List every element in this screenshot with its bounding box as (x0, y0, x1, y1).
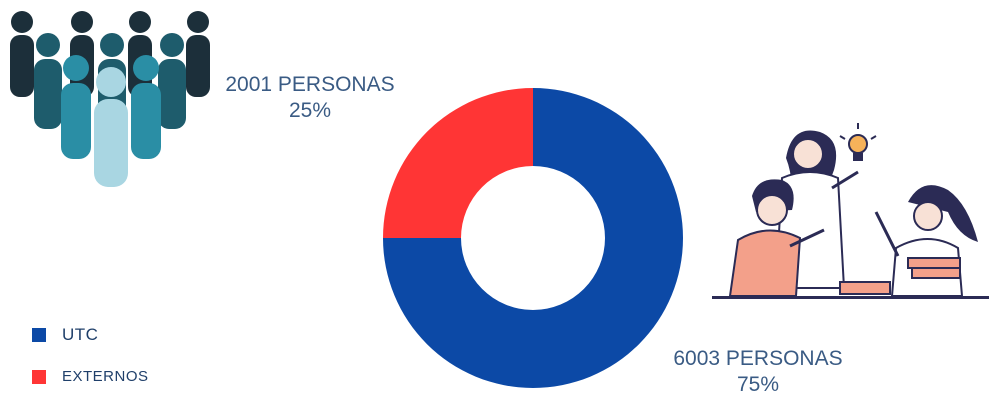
donut-chart (383, 88, 683, 388)
legend-label-utc: UTC (62, 325, 99, 344)
donut-slice-externos (383, 88, 533, 238)
donut-slice-utc (383, 88, 683, 388)
utc-percent-label: 75% (736, 373, 780, 396)
externos-callout: 2001 PERSONAS 25% (214, 72, 406, 124)
legend-label-externos: EXTERNOS (62, 368, 149, 385)
legend-swatch-utc (32, 328, 46, 342)
legend-swatch-externos (32, 369, 46, 384)
students-with-lightbulb-illustration (712, 123, 989, 299)
externos-count-label: 2001 PERSONAS (225, 73, 395, 96)
lightbulb-icon (839, 123, 877, 161)
legend-item-externos: EXTERNOS (32, 368, 149, 385)
utc-callout: 6003 PERSONAS 75% (663, 346, 853, 398)
legend-item-utc: UTC (32, 325, 98, 345)
externos-percent-label: 25% (288, 99, 332, 122)
utc-count-label: 6003 PERSONAS (673, 347, 843, 370)
crowd-of-people-icon (10, 11, 210, 187)
